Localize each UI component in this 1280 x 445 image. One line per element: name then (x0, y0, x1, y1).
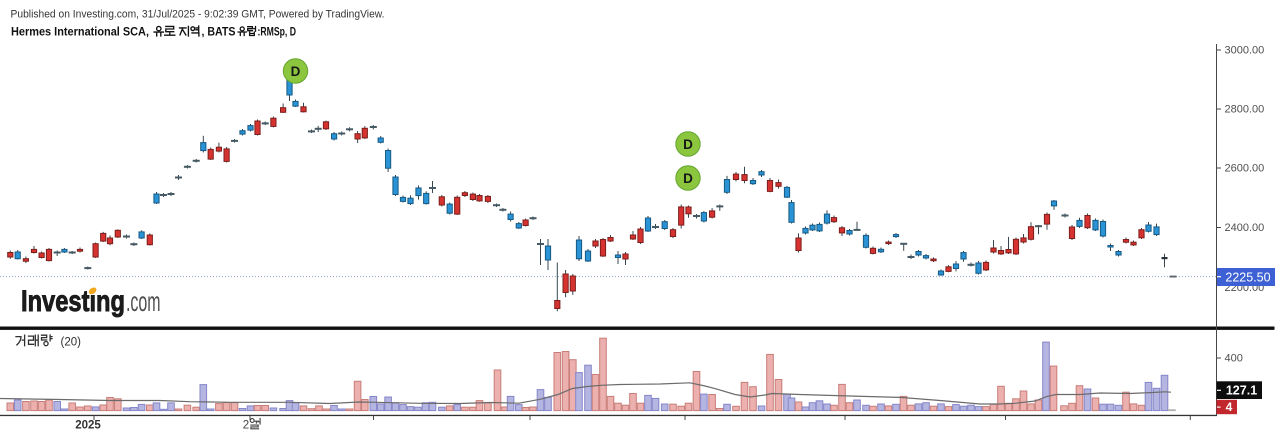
svg-text:Published on Investing.com, 31: Published on Investing.com, 31/Jul/2025 … (11, 9, 385, 21)
svg-text::RMSp, D: :RMSp, D (258, 25, 297, 39)
svg-text:2225.50: 2225.50 (1225, 270, 1270, 284)
svg-text:Hermes International SCA,: Hermes International SCA, (11, 25, 149, 39)
svg-text:D: D (683, 137, 693, 152)
svg-text:2025: 2025 (75, 420, 101, 432)
svg-text:, BATS: , BATS (202, 25, 236, 39)
svg-text:(20): (20) (61, 337, 82, 349)
svg-text:2400.00: 2400.00 (1225, 222, 1265, 234)
svg-text:3000.00: 3000.00 (1225, 45, 1265, 57)
svg-text:.com: .com (126, 286, 161, 317)
svg-text:D: D (683, 171, 693, 186)
svg-text:2600.00: 2600.00 (1225, 163, 1265, 175)
svg-text:127.1: 127.1 (1226, 384, 1257, 398)
svg-text:D: D (291, 64, 301, 79)
svg-text:Investıng: Investıng (21, 285, 125, 318)
svg-text:2800.00: 2800.00 (1225, 104, 1265, 116)
svg-text:4: 4 (1226, 400, 1233, 414)
svg-text:2: 2 (243, 420, 249, 432)
svg-text:400: 400 (1225, 353, 1243, 365)
